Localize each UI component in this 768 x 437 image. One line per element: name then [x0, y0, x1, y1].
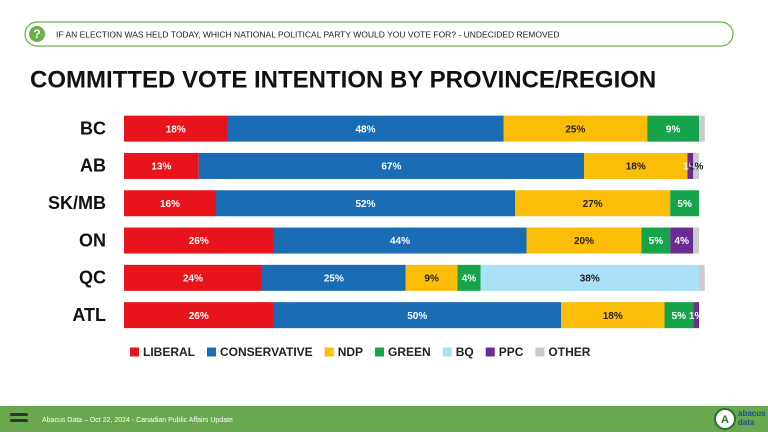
bar-segment [480, 264, 699, 291]
data-label: 1% [683, 162, 698, 173]
category-label: ON [79, 230, 106, 250]
data-label: 52% [355, 199, 375, 210]
bar-segment [124, 302, 274, 329]
data-label: 9% [666, 124, 681, 135]
data-label: 18% [626, 162, 646, 173]
legend-label: GREEN [388, 345, 431, 359]
question-icon [29, 26, 45, 42]
legend-label: NDP [338, 345, 363, 359]
legend-label: OTHER [548, 345, 590, 359]
bar-segment [273, 302, 561, 329]
bar-segment [273, 227, 527, 254]
data-label: 9% [424, 273, 439, 284]
bar-segment [699, 115, 705, 142]
bar-segment [124, 115, 228, 142]
legend-label: LIBERAL [143, 345, 195, 359]
bar-segment [693, 152, 699, 179]
legend-swatch [130, 347, 139, 357]
data-label: 26% [189, 236, 209, 247]
bar-segment [561, 302, 665, 329]
data-label: 16% [160, 199, 180, 210]
data-label: 25% [565, 124, 585, 135]
data-label: 44% [390, 236, 410, 247]
data-label: 5% [677, 199, 692, 210]
bar-segment [124, 227, 274, 254]
bar-segment [503, 115, 648, 142]
logo-text: abacus [738, 409, 766, 418]
bar-segment [262, 264, 406, 291]
data-label: 25% [324, 273, 344, 284]
legend-swatch [535, 347, 545, 357]
bar-segment [526, 227, 642, 254]
bar-segment [584, 152, 688, 179]
data-label: 24% [183, 273, 203, 284]
bar-segment [641, 227, 671, 254]
question-icon-text: ? [33, 27, 40, 41]
data-label: 4% [462, 273, 477, 284]
bar-segment [515, 190, 671, 217]
bar-segment [198, 152, 584, 179]
legend-swatch [207, 347, 216, 357]
footer-icon [10, 413, 28, 416]
category-label: AB [80, 156, 106, 176]
bar-segment [664, 302, 694, 329]
data-label: 18% [603, 311, 623, 322]
data-label: 4% [675, 236, 690, 247]
data-label: 67% [381, 162, 401, 173]
data-label: 1% [689, 162, 704, 173]
logo-circle [714, 408, 736, 430]
footer-source: Abacus Data – Oct 22, 2024 - Canadian Pu… [42, 417, 233, 424]
data-label: 50% [407, 311, 427, 322]
bar-segment [687, 152, 694, 179]
bar-segment [699, 264, 705, 291]
bar-segment [670, 190, 699, 217]
legend-swatch [324, 347, 334, 357]
bar-segment [216, 190, 515, 217]
bar-segment [124, 152, 199, 179]
footer-band [0, 406, 768, 432]
data-label: 27% [583, 199, 603, 210]
bar-segment [405, 264, 458, 291]
bar-segment [693, 302, 699, 329]
bar-segment [670, 227, 694, 254]
logo-mark: A [721, 414, 729, 426]
data-label: 18% [166, 124, 186, 135]
category-label: QC [79, 268, 106, 288]
bar-segment [124, 190, 216, 217]
data-label: 38% [580, 273, 600, 284]
bar-segment [124, 264, 262, 291]
question-box [24, 21, 734, 47]
category-label: SK/MB [48, 193, 106, 213]
legend-label: BQ [456, 345, 474, 359]
logo-text: data [738, 418, 755, 427]
bar-segment [647, 115, 699, 142]
data-label: 48% [355, 124, 375, 135]
bar-segment [227, 115, 504, 142]
legend-label: CONSERVATIVE [220, 345, 313, 359]
data-label: 13% [151, 162, 171, 173]
legend-swatch [485, 347, 495, 357]
data-label: 5% [672, 311, 687, 322]
category-label: ATL [72, 305, 106, 325]
data-label: 5% [649, 236, 664, 247]
legend-swatch [375, 347, 385, 357]
data-label: 20% [574, 236, 594, 247]
bar-segment [693, 227, 699, 254]
data-label: 26% [189, 311, 209, 322]
category-label: BC [80, 118, 106, 138]
bar-segment [457, 264, 481, 291]
legend-swatch [442, 347, 452, 357]
question-text: IF AN ELECTION WAS HELD TODAY, WHICH NAT… [56, 29, 559, 39]
chart-title: COMMITTED VOTE INTENTION BY PROVINCE/REG… [30, 66, 656, 93]
data-label: 1% [689, 311, 704, 322]
legend-label: PPC [499, 345, 524, 359]
footer-icon [10, 419, 28, 422]
